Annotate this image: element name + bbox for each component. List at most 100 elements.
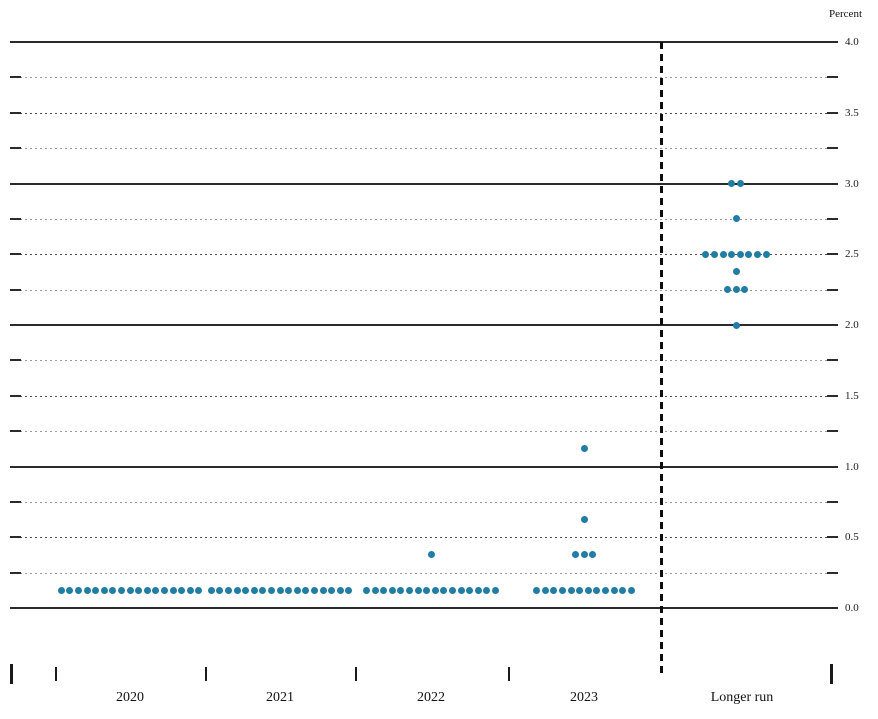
projection-dot: [83, 586, 91, 594]
projection-dot: [178, 586, 186, 594]
gridline: [10, 77, 838, 79]
projection-dot: [492, 586, 499, 594]
gridline: [10, 182, 838, 185]
gridline: [10, 324, 838, 326]
projection-dot: [388, 586, 396, 594]
projection-dot: [310, 586, 318, 594]
projection-dot: [619, 586, 627, 594]
y-axis-tick: [827, 430, 838, 433]
x-axis-label: 2023: [570, 690, 598, 705]
projection-dot: [571, 551, 579, 559]
projection-dot: [423, 586, 431, 594]
projection-dot: [711, 250, 718, 258]
gridline: [10, 148, 838, 150]
projection-dot: [584, 586, 592, 594]
projection-dot: [186, 586, 194, 594]
y-axis-tick: [10, 182, 21, 185]
projection-dot: [216, 586, 224, 594]
y-axis-tick: [827, 500, 838, 503]
projection-dot: [207, 586, 215, 594]
projection-dot: [397, 586, 405, 594]
projection-dot: [259, 586, 267, 594]
projection-dot: [567, 586, 575, 594]
y-axis-tick: [827, 253, 838, 256]
projection-dot: [224, 586, 232, 594]
projection-dot: [745, 250, 753, 258]
gridline: [10, 254, 838, 256]
projection-dot: [762, 250, 770, 258]
y-axis-tick-label: 0.5: [845, 531, 859, 544]
projection-dot: [345, 586, 353, 594]
projection-dot: [466, 586, 474, 594]
y-axis-title: Percent: [829, 8, 862, 20]
projection-dot: [589, 551, 597, 559]
projection-dot: [319, 586, 327, 594]
projection-dot: [449, 586, 456, 594]
gridline: [10, 360, 838, 362]
x-axis-label: 2021: [266, 690, 294, 705]
y-axis-tick: [10, 288, 21, 291]
projection-dot: [474, 586, 482, 594]
y-axis-tick: [10, 394, 21, 397]
projection-dot: [233, 586, 241, 594]
projection-dot: [719, 250, 727, 258]
projection-dot: [195, 586, 203, 594]
projection-dot: [336, 586, 344, 594]
y-axis-tick-label: 4.0: [845, 36, 859, 48]
projection-dot: [431, 586, 439, 594]
gridline: [10, 465, 838, 468]
projection-dot: [576, 586, 584, 594]
projection-dot: [100, 586, 108, 594]
longer-run-separator: [660, 42, 663, 676]
projection-dot: [250, 586, 258, 594]
x-axis-label: Longer run: [710, 690, 774, 705]
y-axis-tick: [827, 182, 838, 185]
gridline: [10, 218, 838, 220]
projection-dot: [627, 586, 635, 594]
y-axis-tick-label: 2.5: [845, 248, 859, 261]
projection-dot: [66, 586, 74, 594]
y-axis-tick: [827, 536, 838, 539]
projection-dot: [135, 586, 143, 594]
projection-dot: [580, 445, 588, 453]
projection-dot: [267, 586, 275, 594]
gridline: [10, 41, 838, 43]
x-axis-tick: [355, 667, 357, 681]
projection-dot: [533, 586, 541, 594]
projection-dot: [117, 586, 125, 594]
projection-dot: [285, 586, 293, 594]
y-axis-tick-label: 0.0: [845, 602, 859, 614]
projection-dot: [580, 516, 588, 524]
y-axis-tick: [827, 217, 838, 220]
projection-dot: [371, 586, 379, 594]
projection-dot: [732, 286, 740, 294]
y-axis-tick: [10, 465, 21, 468]
y-axis-tick: [827, 571, 838, 574]
projection-dot: [732, 215, 740, 223]
y-axis-tick: [827, 76, 838, 79]
y-axis-tick: [10, 430, 21, 433]
y-axis-tick: [10, 359, 21, 362]
y-axis-tick: [10, 500, 21, 503]
projection-dot: [126, 586, 134, 594]
y-axis-tick: [10, 571, 21, 574]
projection-dot: [736, 250, 744, 258]
projection-dot: [593, 586, 601, 594]
projection-dot: [602, 586, 609, 594]
x-axis-label: 2020: [116, 690, 144, 705]
projection-dot: [152, 586, 160, 594]
x-axis-edge-tick: [10, 664, 13, 684]
gridline: [10, 395, 838, 397]
projection-dot: [160, 586, 168, 594]
x-axis-tick: [205, 667, 207, 681]
gridline: [10, 537, 838, 539]
gridline: [10, 112, 838, 114]
projection-dot: [328, 586, 336, 594]
x-axis-tick: [508, 667, 510, 681]
projection-dot: [723, 286, 731, 294]
projection-dot: [440, 586, 448, 594]
gridline: [10, 289, 838, 291]
projection-dot: [109, 586, 117, 594]
y-axis-tick: [10, 41, 21, 43]
